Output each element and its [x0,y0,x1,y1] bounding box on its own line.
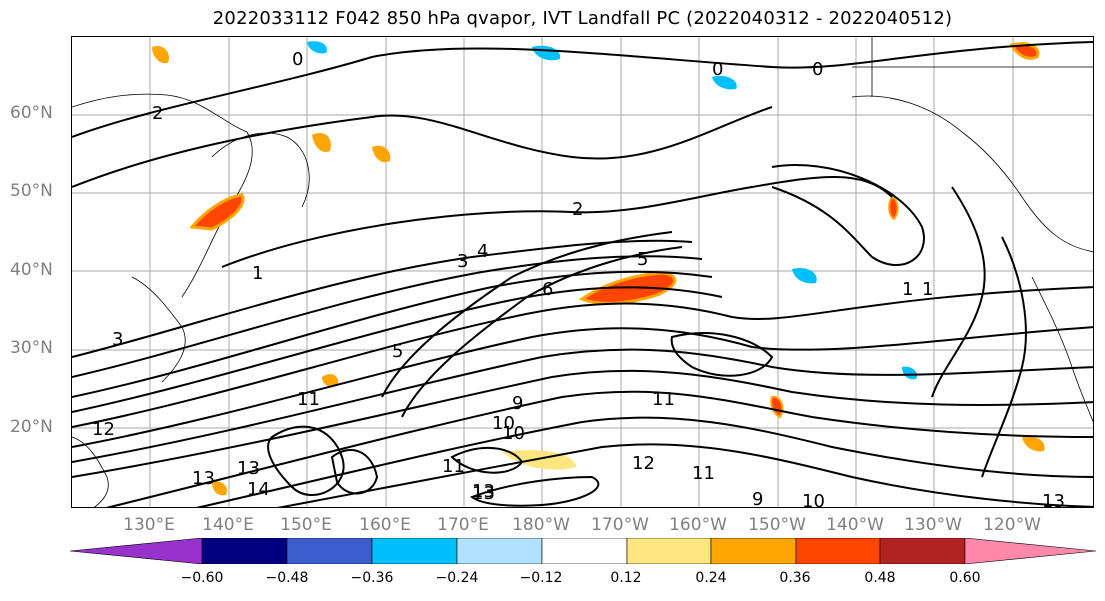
contour-label: 3 [112,329,123,350]
colorbar-segment [541,538,628,564]
contour-label: 13 [1042,491,1065,508]
contour-label: 4 [477,241,488,262]
longitude-label: 170°W [591,515,649,535]
contour-label: 11 [652,389,675,410]
colorbar-tick-label: 0.36 [779,570,811,586]
colorbar [70,538,1096,564]
contour-label: 1 [922,279,933,300]
graticule [72,37,1093,507]
contour-label: 6 [542,279,553,300]
colorbar-segment [286,538,373,564]
latitude-label: 40°N [10,260,53,280]
contour-label: 13 [192,468,215,489]
longitude-label: 150°E [280,515,332,535]
latitude-label: 30°N [10,338,53,358]
contour-label: 10 [502,423,525,444]
colorbar-segment [879,538,966,564]
contour-label: 5 [637,249,648,270]
contour-label: 11 [692,463,715,484]
longitude-label: 160°E [359,515,411,535]
latitude-label: 50°N [10,181,53,201]
contour-label: 0 [292,49,303,70]
contour-label: 1 [902,279,913,300]
ivt-contours [72,41,1093,507]
contour-label: 13 [237,458,260,479]
longitude-label: 130°W [904,515,962,535]
contour-label: 5 [392,341,403,362]
contour-label: 2 [152,103,163,124]
longitude-label: 160°W [669,515,727,535]
map-title: 2022033112 F042 850 hPa qvapor, IVT Land… [212,8,953,29]
colorbar-tick-label: −0.60 [180,570,224,586]
colorbar-segment [70,538,203,564]
latitude-label: 60°N [10,103,53,123]
contour-label: 2 [572,199,583,220]
contour-label: 0 [712,59,723,80]
contour-label: 11 [442,456,465,477]
contour-label: 13 [472,483,495,504]
longitude-label: 140°E [202,515,254,535]
contour-label: 12 [92,419,115,440]
colorbar-segment [371,538,458,564]
colorbar-tick-label: −0.36 [350,570,394,586]
colorbar-segment [626,538,712,564]
colorbar-segment [710,538,797,564]
colorbar-tick-label: 0.60 [949,570,981,586]
longitude-label: 180°W [512,515,570,535]
contour-label: 12 [632,453,655,474]
colorbar-tick-label: −0.24 [435,570,479,586]
colorbar-tick-label: 0.24 [695,570,727,586]
longitude-label: 140°W [826,515,884,535]
longitude-label: 130°E [123,515,175,535]
coastlines [72,37,1093,507]
contour-label: 14 [247,479,270,500]
longitude-label: 150°W [748,515,806,535]
colorbar-segment [456,538,543,564]
colorbar-segment [201,538,288,564]
latitude-label: 20°N [10,417,53,437]
contour-label: 13 [472,481,495,502]
contour-label: 0 [812,59,823,80]
contour-label: 9 [512,393,523,414]
colorbar-tick-label: −0.12 [519,570,563,586]
contour-label: 3 [457,251,468,272]
map-panel: 0 0 0 2 2 3 4 5 6 1 1 3 5 9 10 11 11 12 13 13 13 14 10 11 9 10 12 1… [71,36,1094,508]
contour-label: 1 [252,263,263,284]
contour-label: 9 [752,489,763,508]
contour-label: 11 [297,389,320,410]
longitude-label: 170°E [437,515,489,535]
colorbar-segment [795,538,881,564]
contour-label: 10 [492,413,515,434]
colorbar-tick-label: 0.12 [610,570,642,586]
longitude-label: 120°W [983,515,1041,535]
contour-label: 10 [802,491,825,508]
colorbar-tick-label: 0.48 [864,570,896,586]
colorbar-segment [964,538,1096,564]
moisture-anomaly-fill [152,41,1045,496]
colorbar-tick-label: −0.48 [265,570,309,586]
